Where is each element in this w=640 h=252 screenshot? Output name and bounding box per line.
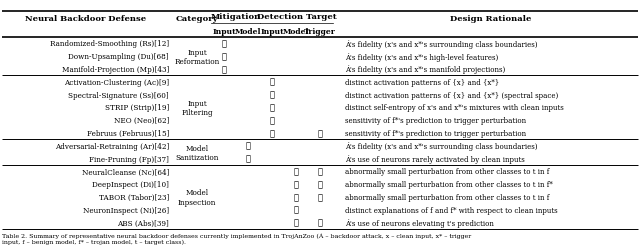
Text: Detection Target: Detection Target <box>257 13 337 21</box>
Text: Input
Reformation: Input Reformation <box>174 48 220 66</box>
Text: ✓: ✓ <box>221 40 227 48</box>
Text: Trigger: Trigger <box>304 28 336 36</box>
Text: ✓: ✓ <box>246 155 250 163</box>
Text: distinct explanations of f and f* with respect to clean inputs: distinct explanations of f and f* with r… <box>345 206 557 214</box>
Text: abnormally small perturbation from other classes to t in f*: abnormally small perturbation from other… <box>345 180 553 188</box>
Text: Model
Inpsection: Model Inpsection <box>178 189 216 206</box>
Text: Februus (Februus)[15]: Februus (Februus)[15] <box>86 130 169 137</box>
Text: ✓: ✓ <box>269 130 275 137</box>
Text: sensitivity of f*'s prediction to trigger perturbation: sensitivity of f*'s prediction to trigge… <box>345 117 526 125</box>
Text: TABOR (Tabor)[23]: TABOR (Tabor)[23] <box>99 193 169 201</box>
Text: ✓: ✓ <box>294 206 298 214</box>
Text: abnormally small perturbation from other classes to t in f: abnormally small perturbation from other… <box>345 168 549 176</box>
Text: abnormally small perturbation from other classes to t in f: abnormally small perturbation from other… <box>345 193 549 201</box>
Text: Model: Model <box>235 28 261 36</box>
Text: Á's fidelity (x's and x*'s surrounding class boundaries): Á's fidelity (x's and x*'s surrounding c… <box>345 40 538 49</box>
Text: distinct self-entropy of x's and x*'s mixtures with clean inputs: distinct self-entropy of x's and x*'s mi… <box>345 104 564 112</box>
Text: Down-Upsampling (Du)[68]: Down-Upsampling (Du)[68] <box>68 53 169 61</box>
Text: NeuralCleanse (Nc)[64]: NeuralCleanse (Nc)[64] <box>82 168 169 176</box>
Text: ✓: ✓ <box>221 66 227 74</box>
Text: Model
Sanitization: Model Sanitization <box>175 144 219 161</box>
Text: Á's use of neurons rarely activated by clean inputs: Á's use of neurons rarely activated by c… <box>345 154 525 164</box>
Text: ✓: ✓ <box>294 168 298 176</box>
Text: ✓: ✓ <box>317 219 323 227</box>
Text: ✓: ✓ <box>246 142 250 150</box>
Text: STRIP (Strip)[19]: STRIP (Strip)[19] <box>105 104 169 112</box>
Text: Á's fidelity (x's and x*'s high-level features): Á's fidelity (x's and x*'s high-level fe… <box>345 52 499 61</box>
Text: ✓: ✓ <box>294 193 298 201</box>
Text: Á's fidelity (x's and x*'s surrounding class boundaries): Á's fidelity (x's and x*'s surrounding c… <box>345 142 538 151</box>
Text: ✓: ✓ <box>294 219 298 227</box>
Text: DeepInspect (Di)[10]: DeepInspect (Di)[10] <box>92 180 169 188</box>
Text: Input: Input <box>260 28 284 36</box>
Text: NEO (Neo)[62]: NEO (Neo)[62] <box>114 117 169 125</box>
Text: input, f – benign model, f* – trojan model, t – target class).: input, f – benign model, f* – trojan mod… <box>2 239 186 244</box>
Text: NeuronInspect (Ni)[26]: NeuronInspect (Ni)[26] <box>83 206 169 214</box>
Text: ✓: ✓ <box>317 130 323 137</box>
Text: Adversarial-Retraining (Ar)[42]: Adversarial-Retraining (Ar)[42] <box>55 142 169 150</box>
Text: Category: Category <box>176 15 218 23</box>
Text: Á's fidelity (x's and x*'s manifold projections): Á's fidelity (x's and x*'s manifold proj… <box>345 65 505 74</box>
Text: distinct activation patterns of {x} and {x*}: distinct activation patterns of {x} and … <box>345 78 499 86</box>
Text: Spectral-Signature (Ss)[60]: Spectral-Signature (Ss)[60] <box>68 91 169 99</box>
Text: Fine-Pruning (Fp)[37]: Fine-Pruning (Fp)[37] <box>89 155 169 163</box>
Text: ✓: ✓ <box>269 78 275 86</box>
Text: Randomized-Smoothing (Rs)[12]: Randomized-Smoothing (Rs)[12] <box>50 40 169 48</box>
Text: ✓: ✓ <box>294 180 298 188</box>
Text: Activation-Clustering (Ac)[9]: Activation-Clustering (Ac)[9] <box>64 78 169 86</box>
Text: ✓: ✓ <box>317 193 323 201</box>
Text: Design Rationale: Design Rationale <box>451 15 532 23</box>
Text: Model: Model <box>283 28 309 36</box>
Text: Table 2. Summary of representative neural backdoor defenses currently implemente: Table 2. Summary of representative neura… <box>2 232 471 238</box>
Text: Manifold-Projection (Mp)[43]: Manifold-Projection (Mp)[43] <box>61 66 169 74</box>
Text: Neural Backdoor Defense: Neural Backdoor Defense <box>26 15 147 23</box>
Text: Á's use of neurons elevating t's prediction: Á's use of neurons elevating t's predict… <box>345 218 494 227</box>
Text: ✓: ✓ <box>269 91 275 99</box>
Text: sensitivity of f*'s prediction to trigger perturbation: sensitivity of f*'s prediction to trigge… <box>345 130 526 137</box>
Text: ✓: ✓ <box>317 180 323 188</box>
Text: ✓: ✓ <box>221 53 227 61</box>
Text: ✓: ✓ <box>269 104 275 112</box>
Text: ✓: ✓ <box>317 168 323 176</box>
Text: Input: Input <box>212 28 236 36</box>
Text: Mitigation: Mitigation <box>211 13 260 21</box>
Text: ✓: ✓ <box>269 117 275 125</box>
Text: distinct activation patterns of {x} and {x*} (spectral space): distinct activation patterns of {x} and … <box>345 91 558 99</box>
Text: ABS (Abs)[39]: ABS (Abs)[39] <box>117 219 169 227</box>
Text: Input
Filtering: Input Filtering <box>181 99 213 116</box>
